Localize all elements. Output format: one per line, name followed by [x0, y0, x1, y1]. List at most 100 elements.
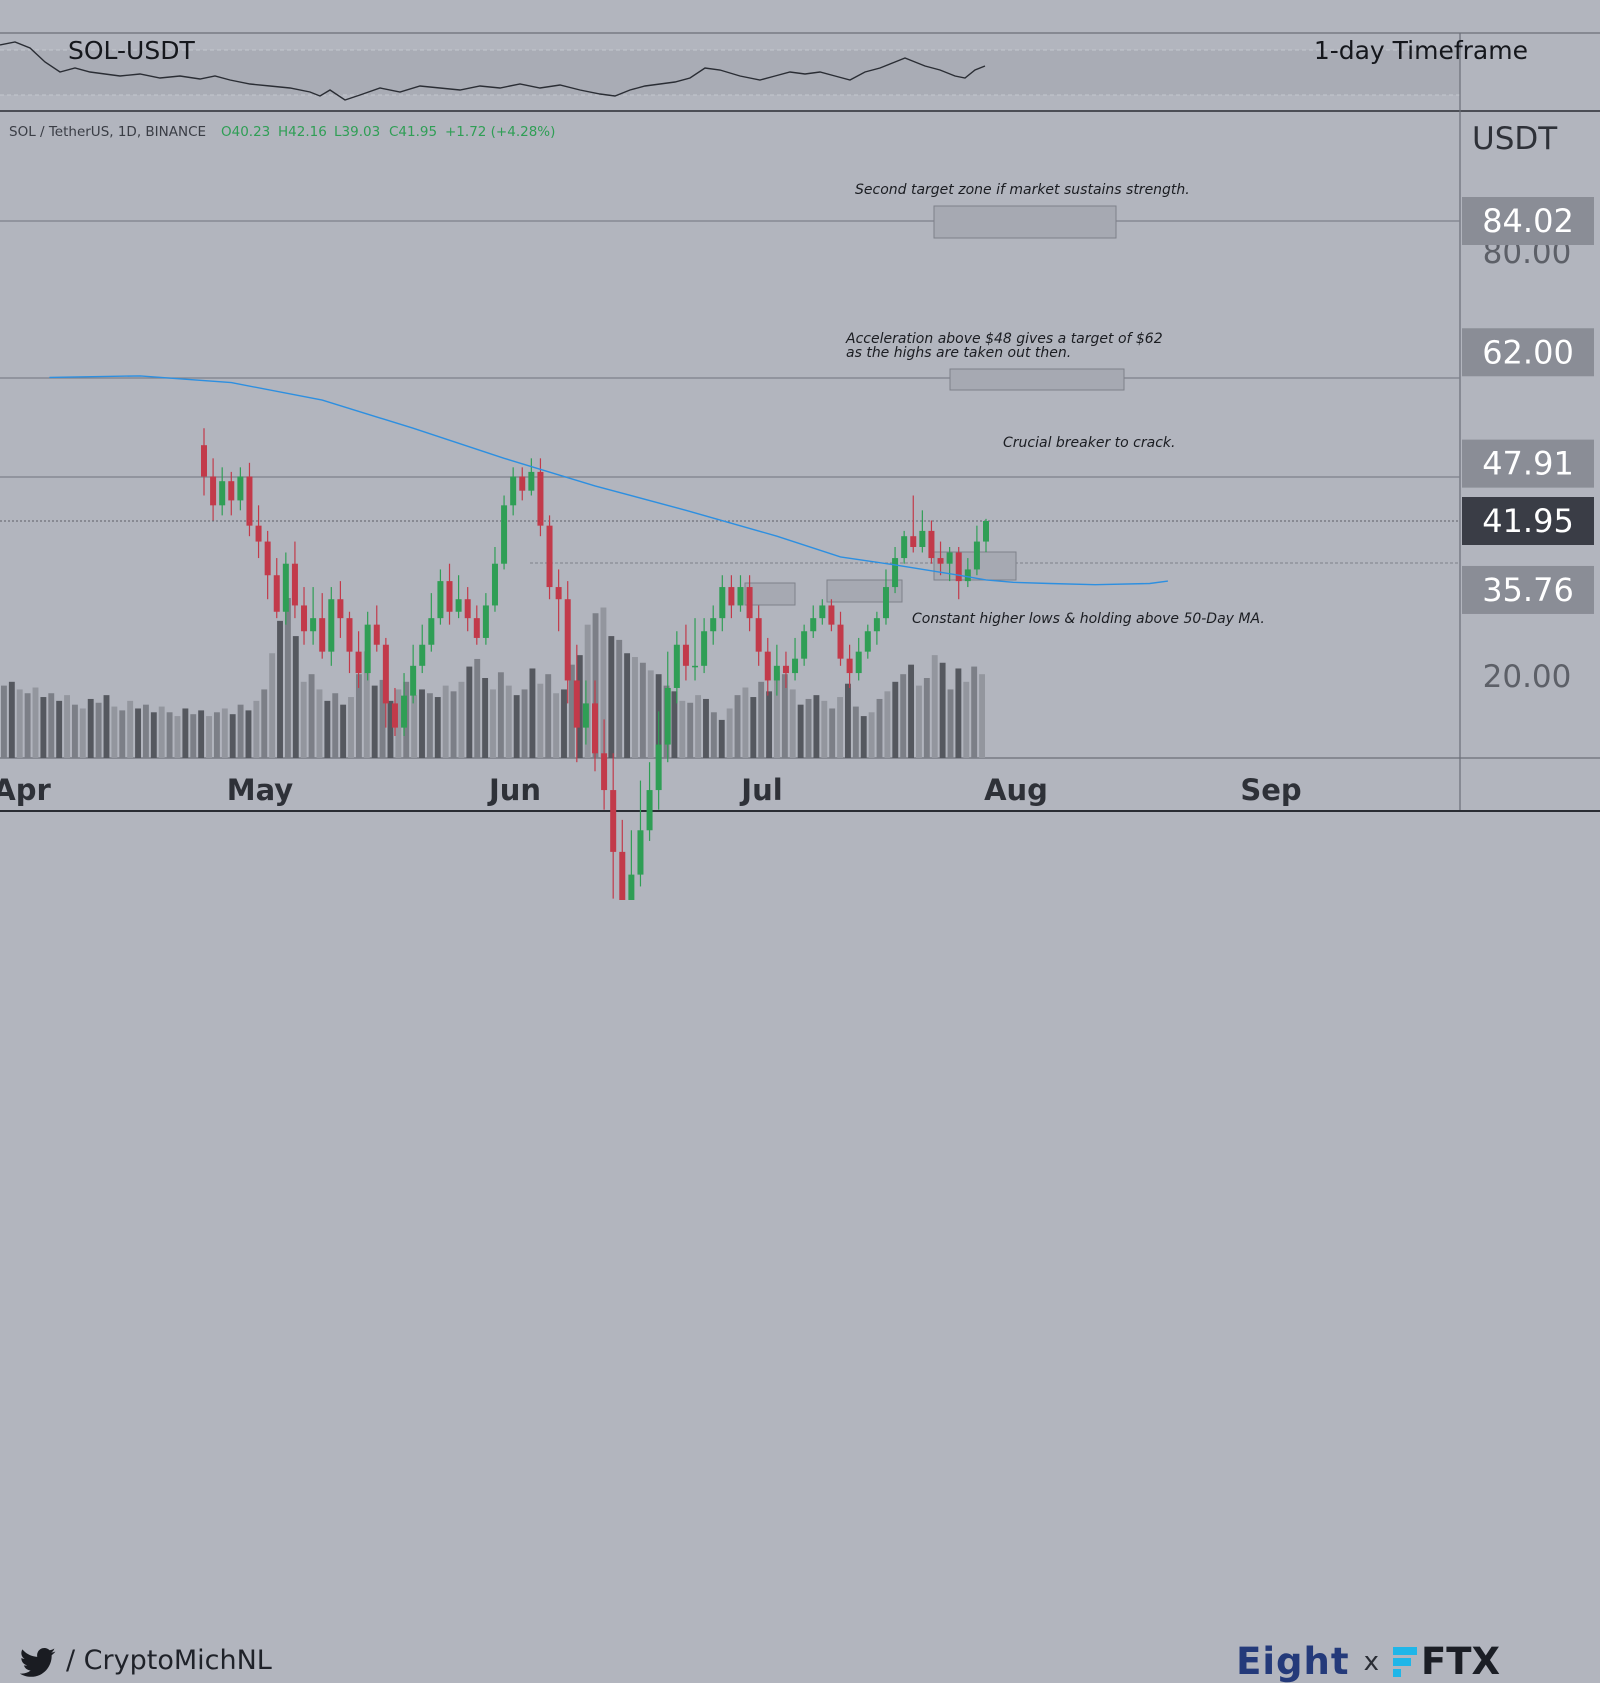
price-label-47-91: 47.91 [1462, 439, 1594, 488]
x-tick-sep: Sep [1240, 773, 1301, 807]
volume-bar [947, 689, 954, 758]
candle [810, 605, 817, 638]
volume-bar [95, 702, 102, 758]
brand-logos: Eight x FTX [1236, 1640, 1500, 1683]
candle [746, 575, 753, 632]
twitter-icon[interactable] [20, 1648, 56, 1678]
volume-bar [568, 664, 575, 758]
brand-separator: x [1363, 1646, 1379, 1677]
candle [555, 569, 562, 632]
pair-title: SOL-USDT [68, 36, 195, 65]
candle [491, 546, 498, 612]
volume-bar [726, 708, 733, 758]
level-lines [0, 220, 1460, 564]
ftx-mark-icon [1392, 1646, 1417, 1677]
candle [301, 587, 308, 645]
chart-canvas: SOL-USDT 1-day Timeframe SOL / TetherUS,… [0, 32, 1600, 900]
candle-body [983, 521, 989, 542]
candle [619, 819, 626, 900]
candle [328, 587, 335, 666]
x-tick-aug: Aug [984, 773, 1048, 807]
candle-body [382, 644, 389, 704]
candle-body [291, 563, 298, 606]
candle [273, 558, 280, 619]
candle-body [955, 552, 962, 582]
candle [401, 673, 408, 737]
svg-text:47.91: 47.91 [1482, 445, 1574, 483]
volume-bar [553, 693, 560, 758]
candle [446, 563, 453, 625]
price-label-62-00: 62.00 [1462, 328, 1594, 377]
candle-body [801, 631, 808, 659]
volume-bar [411, 695, 418, 758]
volume-bar [963, 681, 970, 758]
volume-bar [426, 693, 433, 758]
volume-bar [213, 712, 220, 758]
candle [782, 651, 789, 688]
candle-body [864, 631, 871, 652]
candle-body [364, 624, 371, 674]
candle-body [537, 471, 544, 526]
volume-bar [490, 689, 496, 758]
candlesticks [201, 428, 989, 900]
annotation-higher-lows: Constant higher lows & holding above 50-… [912, 611, 1265, 627]
volume-bar [363, 651, 370, 758]
volume-bar [111, 706, 118, 758]
candle [319, 593, 326, 659]
legend-change: +1.72 (+4.28%) [445, 124, 555, 140]
candle-body [873, 618, 880, 632]
twitter-handle[interactable]: / CryptoMichNL [66, 1645, 272, 1676]
volume-bar [545, 674, 552, 758]
candle [837, 611, 844, 666]
candle [737, 575, 744, 612]
volume-bar [190, 714, 197, 758]
volume-bar [466, 666, 473, 758]
candle [964, 558, 971, 588]
candle-body [510, 476, 517, 506]
candle [682, 624, 689, 681]
annotation-second-target: Second target zone if market sustains st… [855, 182, 1190, 198]
candle-body [391, 703, 398, 728]
volume-bar [671, 691, 678, 758]
volume-bar [821, 700, 828, 758]
volume-bar [182, 708, 189, 758]
candle-body [737, 587, 744, 606]
ftx-logo: FTX [1392, 1640, 1500, 1683]
candle [773, 644, 780, 696]
candle-body [573, 680, 580, 728]
legend-close: C41.95 [389, 124, 437, 140]
candle [373, 605, 380, 652]
volume-bar [442, 685, 449, 758]
candle [437, 569, 444, 625]
candle [355, 631, 362, 688]
volume-bar [797, 704, 804, 758]
volume-bar [142, 704, 149, 758]
candle [473, 605, 480, 645]
candle-body [410, 665, 417, 696]
candle-body [728, 587, 735, 606]
price-label-41-95: 41.95 [1462, 497, 1594, 545]
price-label-35-76: 35.76 [1462, 565, 1594, 614]
annotation-acceleration-1: Acceleration above $48 gives a target of… [845, 331, 1163, 347]
candle-body [782, 665, 789, 674]
candle [819, 599, 826, 625]
volume-bar [261, 689, 268, 758]
volume-bar [71, 704, 78, 758]
candle [419, 624, 426, 674]
volume-bar [174, 716, 181, 758]
candle [846, 644, 853, 688]
candle-body [655, 744, 662, 791]
candle-body [637, 830, 644, 875]
candle-body [664, 687, 671, 745]
y-tick-20: 20.00 [1483, 659, 1572, 695]
volume-bar [48, 693, 55, 758]
volume-bar [355, 674, 362, 758]
candle-body [846, 658, 853, 674]
candle [310, 587, 317, 645]
volume-bar [639, 662, 646, 758]
volume-bar [687, 702, 694, 758]
candle [573, 644, 580, 763]
volume-bar [150, 712, 157, 758]
candle [792, 637, 799, 681]
candle [282, 552, 289, 625]
